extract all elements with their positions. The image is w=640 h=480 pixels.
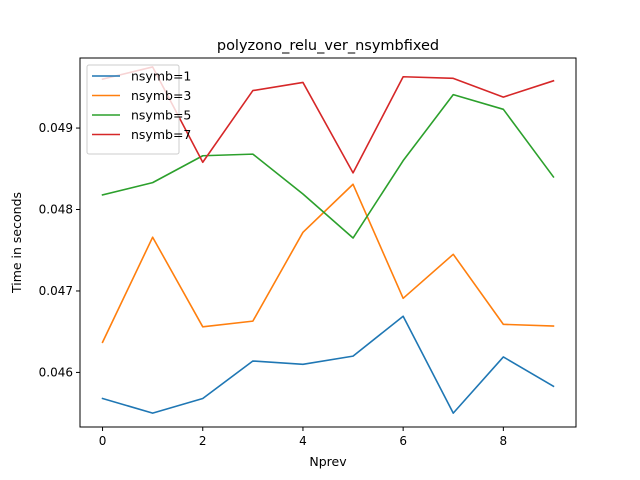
legend-box [86,64,180,155]
chart-title: polyzono_relu_ver_nsymbfixed [217,38,439,54]
legend-label: nsymb=7 [131,127,191,142]
plot-frame [79,57,577,428]
y-tick-label: 0.047 [39,284,73,298]
y-tick-label: 0.046 [39,365,73,379]
legend-label: nsymb=5 [131,108,191,123]
legend-items: nsymb=1 nsymb=3 nsymb=5 nsymb=7 [92,69,191,142]
y-axis-label: Time in seconds [9,192,24,294]
x-tick-label: 6 [399,434,407,448]
x-tick-label: 0 [99,434,107,448]
y-axis-ticks: 0.046 0.047 0.048 0.049 [39,121,80,379]
legend-label: nsymb=1 [131,69,191,84]
x-axis-label: Nprev [309,454,347,469]
series-line-nsymb-1 [101,315,555,414]
x-tick-label: 2 [199,434,207,448]
legend-label: nsymb=3 [131,88,191,103]
y-tick-label: 0.049 [39,121,73,135]
series-line-nsymb-5 [101,93,555,239]
y-tick-label: 0.048 [39,203,73,217]
x-tick-label: 4 [299,434,307,448]
series-line-nsymb-3 [101,183,555,344]
x-tick-label: 8 [500,434,508,448]
legend: nsymb=1 nsymb=3 nsymb=5 nsymb=7 [86,64,191,155]
x-axis-ticks: 0 2 4 6 8 [99,427,507,448]
